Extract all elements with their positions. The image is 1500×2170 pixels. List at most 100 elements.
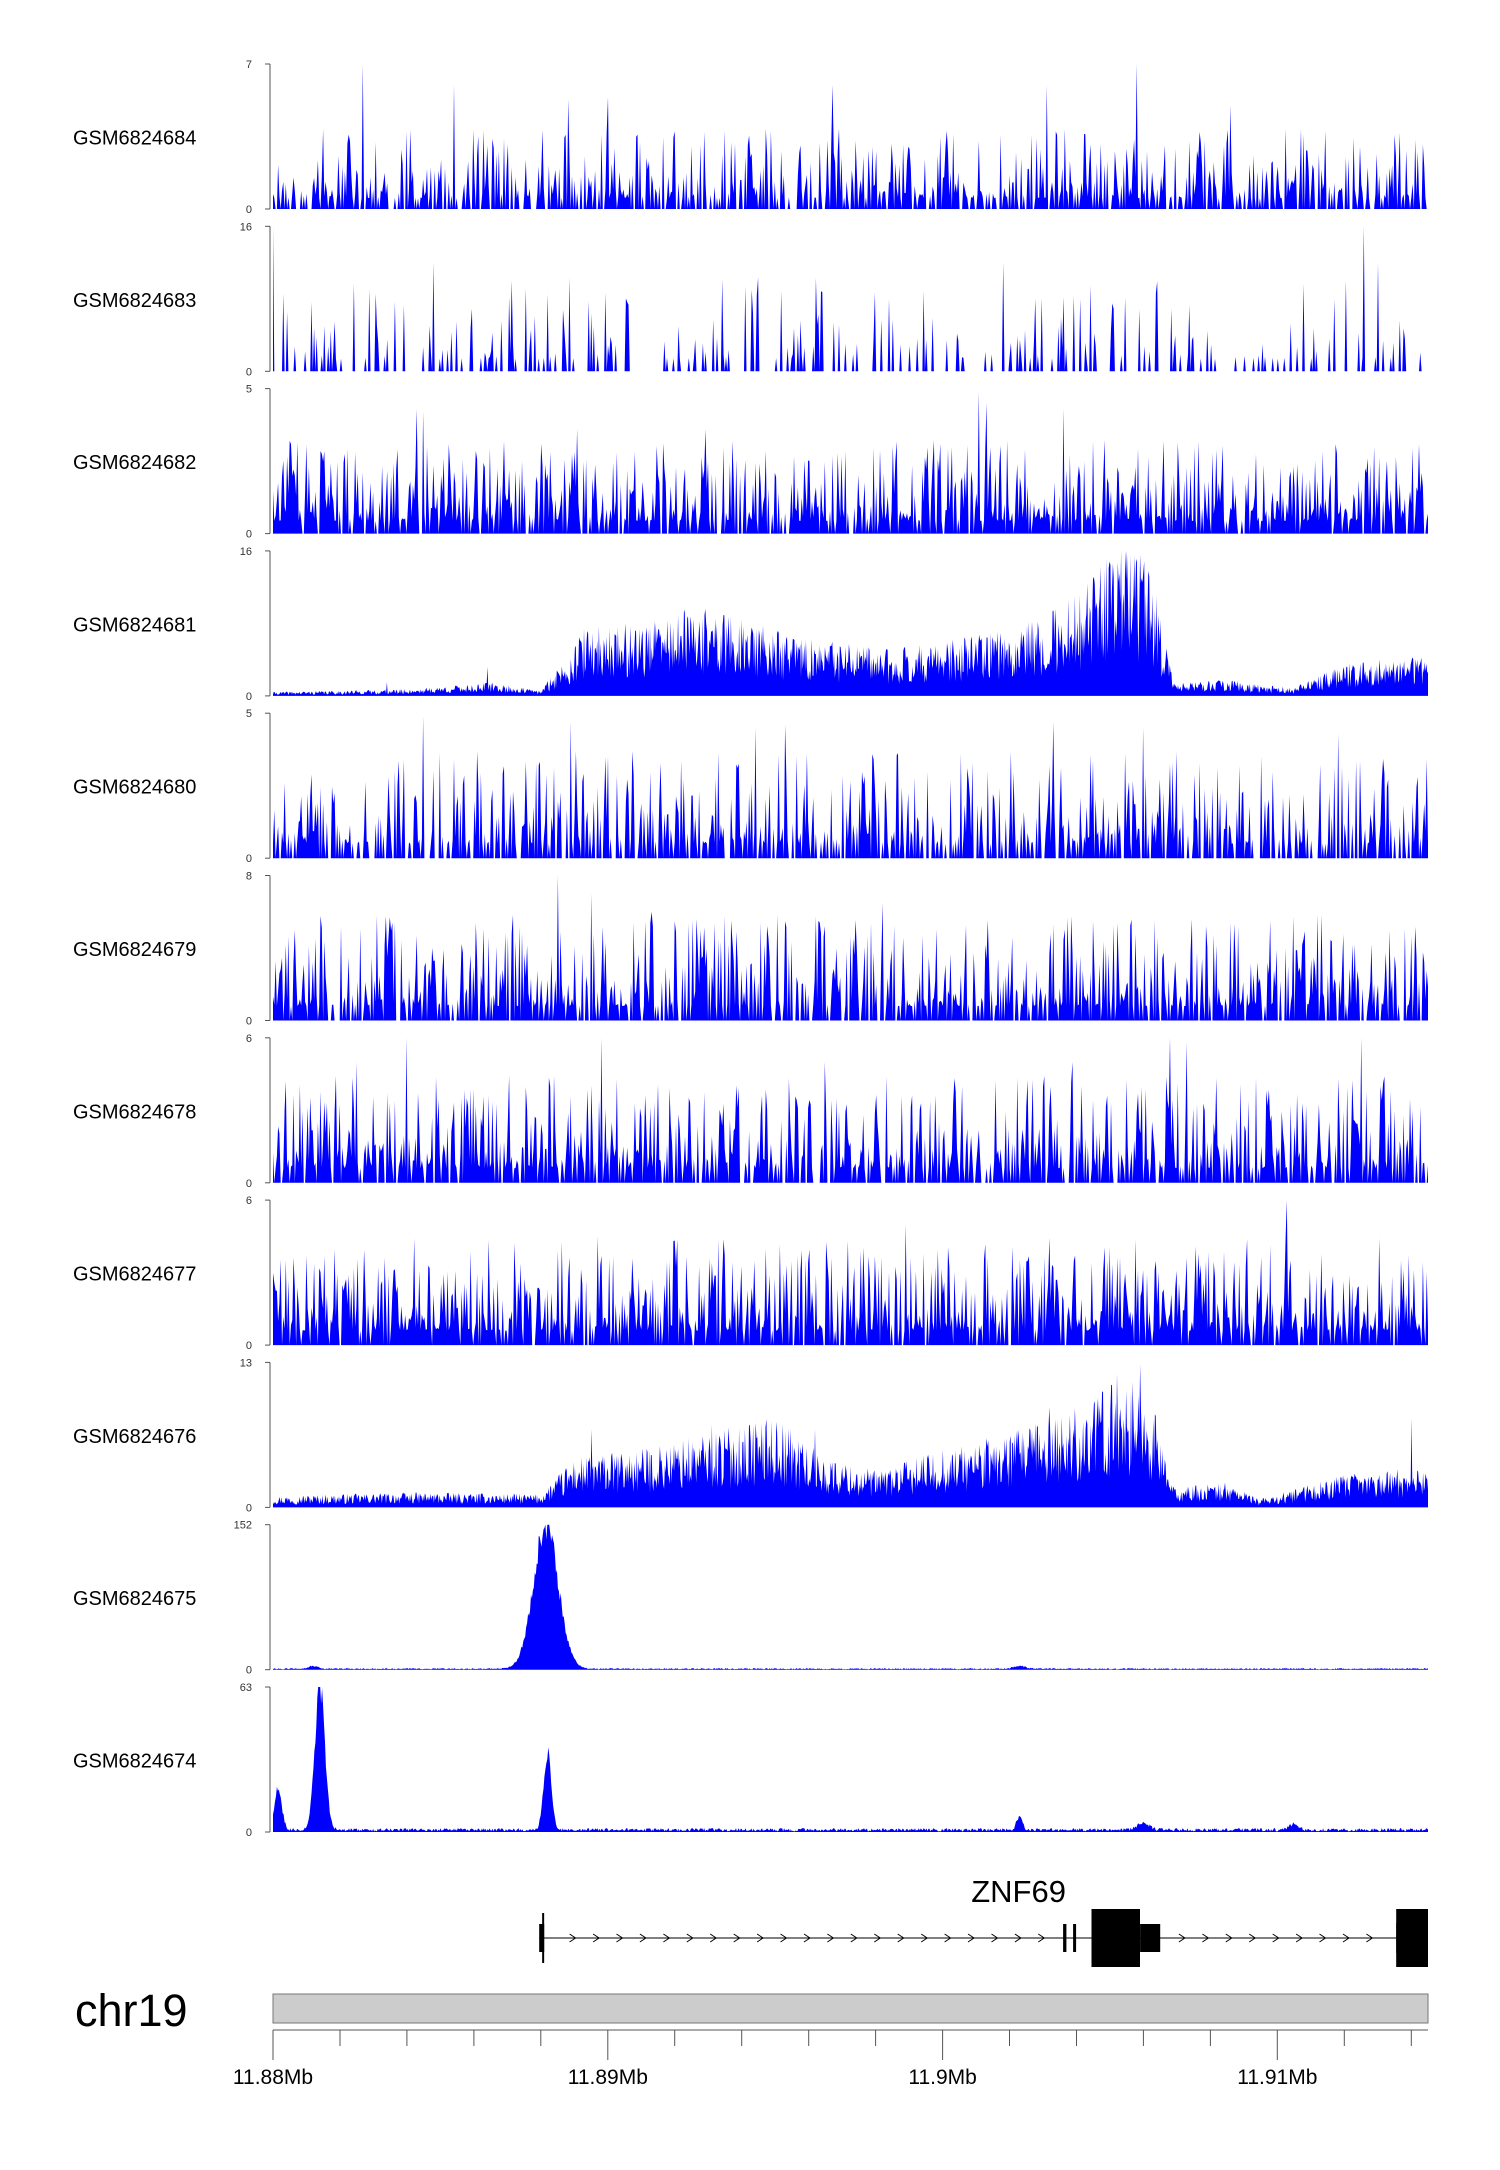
coverage-area [273,1364,1428,1508]
track-label: GSM6824682 [73,452,196,474]
strand-arrow-icon [709,1933,718,1943]
strand-arrow-icon [897,1933,905,1943]
track-ymax-label: 8 [246,871,252,883]
track-ymax-label: 6 [246,1033,252,1045]
coverage-area [273,1687,1428,1832]
coverage-area [273,1037,1428,1183]
track-ymax-label: 16 [240,546,252,558]
track-label: GSM6824679 [73,939,196,961]
track-ymin-label: 0 [246,1665,252,1677]
track-ymax-label: 63 [240,1682,252,1694]
track-ymin-label: 0 [246,853,252,865]
track-label: GSM6824675 [73,1588,196,1610]
track-ymin-label: 0 [246,1502,252,1514]
track-ymin-label: 0 [246,1827,252,1839]
chromosome-bar [272,1993,1429,2024]
strand-arrow-icon [1272,1933,1280,1943]
gene-name-label: ZNF69 [971,1874,1066,1909]
strand-arrow-icon [803,1933,811,1943]
coverage-area [273,226,1428,372]
track-ymin-label: 0 [246,691,252,703]
track-label: GSM6824674 [73,1751,196,1773]
track-GSM6824684: GSM6824684 7 0 [73,59,1428,216]
track-ymax-label: 152 [234,1520,252,1532]
track-GSM6824674: GSM6824674 63 0 [73,1682,1428,1839]
genome-tick-label: 11.88Mb [233,2066,313,2089]
genome-tick-label: 11.9Mb [908,2066,977,2089]
strand-arrow-icon [967,1933,975,1943]
track-GSM6824683: GSM6824683 16 0 [73,221,1428,378]
strand-arrow-icon [569,1933,577,1943]
coverage-area [273,550,1428,696]
strand-arrow-icon [827,1933,835,1943]
strand-arrow-icon [639,1933,647,1943]
chromosome-label: chr19 [75,1985,188,2036]
strand-arrow-icon [1202,1933,1210,1943]
gene-exon [539,1924,545,1952]
gene-exon [1091,1909,1140,1967]
track-label: GSM6824684 [73,128,196,150]
track-GSM6824675: GSM6824675 152 0 [73,1520,1428,1677]
track-GSM6824677: GSM6824677 6 0 [73,1195,1428,1352]
coverage-area [273,1200,1428,1346]
coverage-area [273,1524,1428,1670]
genome-tick-label: 11.91Mb [1237,2066,1317,2089]
strand-arrow-icon [686,1933,694,1943]
coverage-tracks: GSM682468470GSM6824683160GSM682468250GSM… [73,59,1428,1839]
strand-arrow-icon [1038,1933,1046,1943]
track-ymin-label: 0 [246,1016,252,1028]
track-GSM6824680: GSM6824680 5 0 [73,708,1428,865]
strand-arrow-icon [920,1933,929,1943]
coverage-area [273,64,1428,209]
strand-arrow-icon [780,1933,788,1943]
track-ymin-label: 0 [246,1178,252,1190]
coverage-area [273,716,1428,859]
track-label: GSM6824681 [73,614,196,636]
strand-arrow-icon [756,1933,765,1943]
gene-track: ZNF69 [539,1874,1428,1967]
strand-arrow-icon [733,1933,741,1943]
track-ymax-label: 16 [240,221,252,233]
strand-arrow-icon [991,1933,999,1943]
track-label: GSM6824683 [73,290,196,312]
track-GSM6824678: GSM6824678 6 0 [73,1033,1428,1190]
gene-exon [1063,1924,1067,1952]
track-GSM6824676: GSM6824676 13 0 [73,1357,1428,1514]
strand-arrow-icon [1342,1933,1350,1943]
track-label: GSM6824677 [73,1264,196,1286]
strand-arrow-icon [1178,1933,1186,1943]
strand-arrow-icon [1295,1933,1304,1943]
gene-exon [1140,1924,1161,1952]
strand-arrow-icon [616,1933,624,1943]
strand-arrow-icon [592,1933,601,1943]
track-ymin-label: 0 [246,366,252,378]
track-ymax-label: 5 [246,708,252,720]
track-GSM6824682: GSM6824682 5 0 [73,384,1428,541]
track-GSM6824681: GSM6824681 16 0 [73,546,1428,703]
strand-arrow-icon [1014,1933,1022,1943]
track-ymax-label: 5 [246,384,252,396]
strand-arrow-icon [1225,1933,1233,1943]
genome-axis-track: chr19 11.88Mb 11.89Mb 11.9Mb 11.91Mb [75,1985,1429,2089]
track-GSM6824679: GSM6824679 8 0 [73,871,1428,1028]
strand-arrow-icon [1248,1933,1257,1943]
gene-exon-last [1396,1923,1428,1953]
track-ymax-label: 6 [246,1195,252,1207]
gene-exon [1073,1924,1077,1952]
strand-arrow-icon [663,1933,671,1943]
track-ymin-label: 0 [246,204,252,216]
strand-arrow-icon [1319,1933,1327,1943]
strand-arrow-icon [944,1933,952,1943]
track-ymin-label: 0 [246,529,252,541]
track-label: GSM6824678 [73,1101,196,1123]
genome-tick-label: 11.89Mb [568,2066,648,2089]
track-label: GSM6824676 [73,1426,196,1448]
track-ymax-label: 13 [240,1357,252,1369]
coverage-area [273,875,1428,1021]
strand-arrow-icon [874,1933,882,1943]
track-label: GSM6824680 [73,777,196,799]
strand-arrow-icon [850,1933,858,1943]
track-ymin-label: 0 [246,1340,252,1352]
coverage-area [273,391,1428,534]
